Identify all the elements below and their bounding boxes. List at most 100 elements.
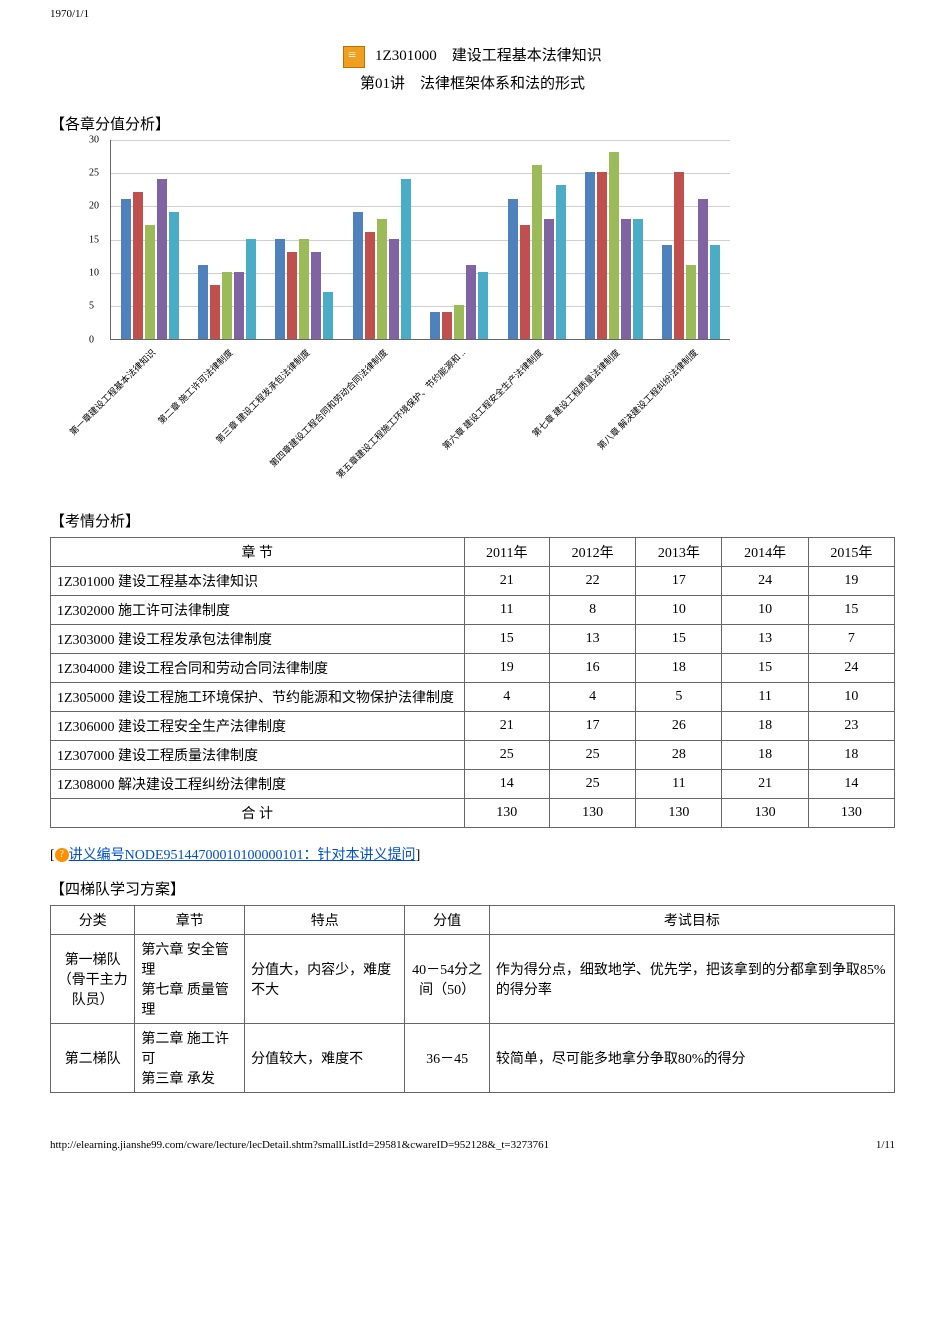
total-2015: 130 [808,798,894,827]
value-cell: 4 [464,682,549,711]
bar [353,212,363,339]
value-cell: 24 [808,653,894,682]
value-cell: 21 [722,769,808,798]
value-cell: 19 [808,566,894,595]
bar [478,272,488,339]
value-cell: 25 [549,740,635,769]
value-cell: 21 [464,711,549,740]
bar [323,292,333,339]
table-row: 1Z306000 建设工程安全生产法律制度2117261823 [51,711,895,740]
value-cell: 23 [808,711,894,740]
value-cell: 26 [636,711,722,740]
table-row: 1Z304000 建设工程合同和劳动合同法律制度1916181524 [51,653,895,682]
bar [133,192,143,339]
t2h0: 分类 [51,905,135,934]
chapter-cell: 1Z305000 建设工程施工环境保护、节约能源和文物保护法律制度 [51,682,465,711]
total-2011: 130 [464,798,549,827]
value-cell: 4 [549,682,635,711]
value-cell: 10 [636,595,722,624]
title-line-1: 1Z301000 建设工程基本法律知识 [375,48,602,64]
ytick: 20 [89,201,99,212]
note-link[interactable]: 讲义编号NODE95144700010100000101：针对本讲义提问 [69,848,416,863]
bar [442,312,452,339]
value-cell: 18 [808,740,894,769]
th-chapter: 章 节 [51,537,465,566]
doc-icon [343,46,365,68]
doc-title: 1Z301000 建设工程基本法律知识 [50,44,895,68]
chapter-cell: 1Z307000 建设工程质量法律制度 [51,740,465,769]
chapter-cell: 1Z301000 建设工程基本法律知识 [51,566,465,595]
value-cell: 17 [549,711,635,740]
value-cell: 19 [464,653,549,682]
value-cell: 25 [464,740,549,769]
table-row: 第二梯队第二章 施工许可 第三章 承发分值较大，难度不36－45较简单，尽可能多… [51,1023,895,1092]
bar [275,239,285,339]
bar [198,265,208,338]
xlabel: 第二章 施工许可法律制度 [155,346,236,427]
bar [401,179,411,339]
chapter-cell: 1Z302000 施工许可法律制度 [51,595,465,624]
analysis-table: 章 节 2011年 2012年 2013年 2014年 2015年 1Z3010… [50,537,895,828]
plan-table: 分类 章节 特点 分值 考试目标 第一梯队（骨干主力队员）第六章 安全管理 第七… [50,905,895,1093]
t2h4: 考试目标 [489,905,894,934]
chapter-cell: 1Z308000 解决建设工程纠纷法律制度 [51,769,465,798]
bar-group [575,140,652,339]
value-cell: 18 [636,653,722,682]
plan-cell: 作为得分点，细致地学、优先学，把该拿到的分都拿到争取85%的得分率 [489,934,894,1023]
bar [210,285,220,338]
bar [686,265,696,338]
footer-url: http://elearning.jianshe99.com/cware/lec… [50,1139,549,1151]
plan-cell: 分值较大，难度不 [245,1023,405,1092]
bar-group [498,140,575,339]
section2-title: 【考情分析】 [50,510,895,531]
t2h2: 特点 [245,905,405,934]
bar-group [266,140,343,339]
bar-group [421,140,498,339]
bar [222,272,232,339]
bar [311,252,321,339]
ytick: 10 [89,267,99,278]
value-cell: 24 [722,566,808,595]
t2h3: 分值 [405,905,489,934]
value-cell: 5 [636,682,722,711]
value-cell: 15 [464,624,549,653]
chapter-cell: 1Z304000 建设工程合同和劳动合同法律制度 [51,653,465,682]
chapter-cell: 1Z306000 建设工程安全生产法律制度 [51,711,465,740]
table-row: 1Z302000 施工许可法律制度118101015 [51,595,895,624]
bar [556,185,566,338]
plan-cell: 第二章 施工许可 第三章 承发 [135,1023,245,1092]
bar [520,225,530,338]
ytick: 25 [89,167,99,178]
bar [430,312,440,339]
plan-cell: 第一梯队（骨干主力队员） [51,934,135,1023]
bar [532,165,542,338]
th-2011: 2011年 [464,537,549,566]
ytick: 30 [89,134,99,145]
note-link-wrap: [?讲义编号NODE95144700010100000101：针对本讲义提问] [50,844,895,864]
section1-title: 【各章分值分析】 [50,113,895,134]
plan-cell: 第六章 安全管理 第七章 质量管理 [135,934,245,1023]
total-2013: 130 [636,798,722,827]
help-icon: ? [55,848,69,862]
plan-cell: 40－54分之间（50） [405,934,489,1023]
value-cell: 10 [722,595,808,624]
bar [145,225,155,338]
bar [609,152,619,339]
bar [454,305,464,338]
value-cell: 15 [808,595,894,624]
value-cell: 22 [549,566,635,595]
value-cell: 18 [722,711,808,740]
value-cell: 7 [808,624,894,653]
xlabel: 第七章 建设工程质量法律制度 [529,346,623,440]
plan-cell: 36－45 [405,1023,489,1092]
bar [466,265,476,338]
bar [597,172,607,339]
value-cell: 8 [549,595,635,624]
bar [674,172,684,339]
value-cell: 18 [722,740,808,769]
ytick: 0 [89,334,94,345]
bar [662,245,672,338]
value-cell: 28 [636,740,722,769]
bar-group [343,140,420,339]
bar [121,199,131,339]
